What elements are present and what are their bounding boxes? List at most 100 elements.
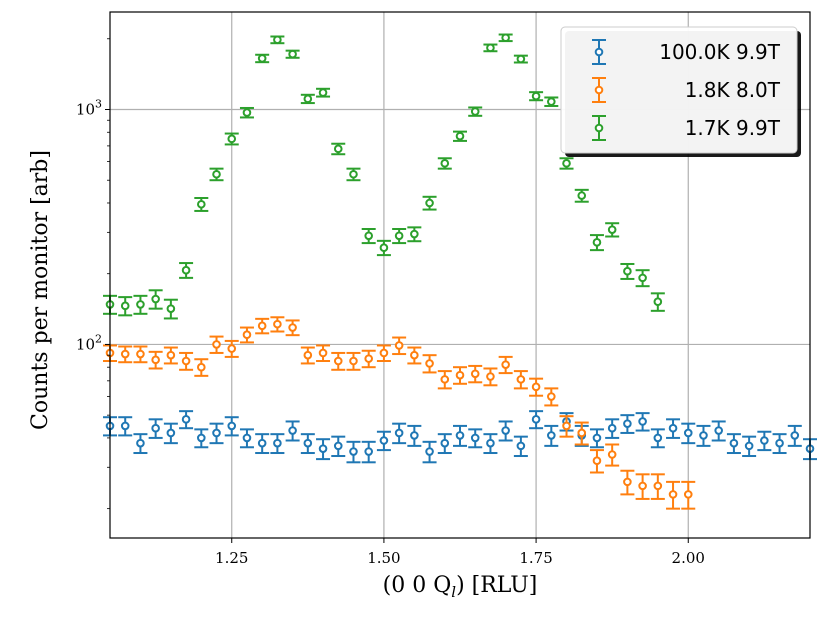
x-tick-label: 1.75: [519, 549, 552, 567]
data-point: [318, 88, 328, 97]
data-point: [501, 33, 510, 43]
legend-marker-icon: [594, 85, 604, 95]
y-tick-label-exponent: 3: [95, 97, 102, 110]
data-point: [775, 438, 784, 448]
data-point: [607, 450, 617, 459]
data-point: [379, 243, 389, 253]
data-point: [318, 444, 328, 453]
data-point: [607, 225, 617, 234]
x-tick-label: 1.50: [367, 549, 400, 567]
data-point: [120, 349, 130, 359]
data-point: [547, 431, 556, 440]
y-tick-label-exponent: 2: [95, 332, 102, 345]
data-point: [151, 423, 160, 433]
data-point: [136, 438, 145, 448]
data-point: [410, 350, 419, 360]
data-point: [410, 431, 419, 440]
data-point: [273, 438, 282, 448]
data-point: [394, 428, 404, 438]
data-point: [470, 107, 480, 116]
data-point: [592, 238, 602, 247]
data-point: [197, 199, 206, 209]
data-point: [303, 350, 313, 360]
legend-label: 1.7K 9.9T: [685, 116, 781, 140]
x-axis-title-subscript: l: [451, 583, 456, 601]
data-point: [790, 431, 800, 440]
data-point: [257, 321, 267, 331]
data-point: [273, 35, 282, 45]
data-point: [120, 421, 130, 431]
data-point: [501, 426, 510, 435]
data-point: [181, 265, 191, 275]
data-point: [257, 54, 267, 63]
data-point: [470, 369, 480, 379]
data-point: [318, 348, 328, 358]
data-point: [760, 436, 769, 445]
data-point: [531, 415, 541, 424]
data-point: [136, 300, 145, 309]
data-point: [166, 428, 176, 438]
data-point: [638, 481, 647, 491]
data-point: [227, 421, 237, 431]
data-point: [592, 456, 602, 465]
data-point: [501, 360, 510, 369]
data-point: [349, 169, 358, 179]
data-point: [455, 370, 465, 380]
data-point: [394, 231, 404, 241]
data-point: [212, 340, 221, 349]
y-axis-title: Counts per monitor [arb]: [28, 150, 53, 430]
data-point: [516, 54, 526, 64]
data-point: [638, 273, 647, 283]
data-point: [516, 441, 526, 451]
series-3: [103, 33, 665, 320]
data-point: [379, 436, 389, 445]
data-point: [303, 94, 313, 104]
data-point: [440, 375, 450, 384]
data-point: [653, 481, 663, 491]
data-point: [683, 490, 693, 499]
data-point: [349, 356, 358, 366]
data-point: [486, 438, 495, 448]
data-point: [379, 348, 389, 358]
data-point: [120, 301, 130, 311]
data-point: [273, 319, 282, 329]
x-axis-title-tail: ) [RLU]: [456, 573, 537, 598]
x-tick-label: 2.00: [672, 549, 705, 567]
data-point: [531, 91, 541, 101]
data-point: [531, 382, 541, 392]
data-point: [257, 438, 267, 448]
data-point: [440, 438, 450, 448]
data-point: [212, 169, 221, 179]
legend: 100.0K 9.9T 1.8K 8.0T 1.7K 9.9T: [560, 26, 801, 157]
x-axis-title: (0 0 Ql) [RLU]: [383, 573, 538, 601]
data-point: [455, 431, 465, 440]
data-point: [333, 356, 343, 366]
data-point: [288, 426, 297, 435]
data-point: [181, 415, 191, 424]
data-point: [410, 229, 419, 239]
data-point: [714, 426, 723, 435]
data-point: [699, 431, 708, 440]
legend-marker-icon: [594, 123, 604, 133]
data-point: [729, 438, 739, 448]
data-point: [197, 433, 206, 443]
data-point: [486, 43, 495, 53]
data-point: [197, 362, 206, 372]
y-tick-label: 103: [76, 97, 102, 118]
y-tick-label-base: 10: [76, 100, 95, 118]
data-point: [668, 490, 678, 499]
data-point: [440, 159, 450, 168]
data-point: [516, 375, 526, 384]
data-point: [166, 350, 176, 360]
data-point: [577, 191, 587, 200]
data-point: [638, 417, 647, 426]
data-point: [623, 266, 632, 276]
series-layer: [103, 33, 817, 510]
legend-label: 1.8K 8.0T: [685, 78, 781, 102]
data-point: [303, 438, 313, 448]
data-point: [333, 144, 343, 154]
series-1: [103, 410, 817, 464]
data-point: [242, 108, 252, 117]
data-point: [683, 428, 693, 438]
